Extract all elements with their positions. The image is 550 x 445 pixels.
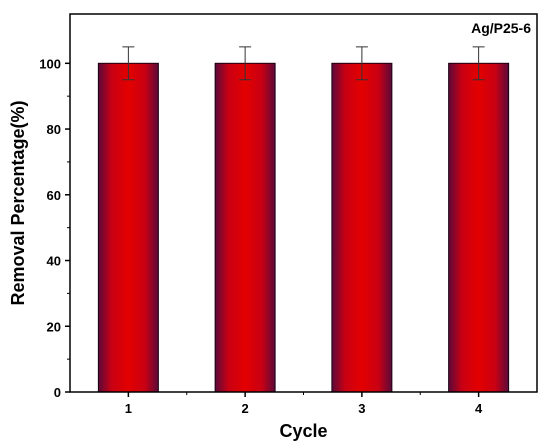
- x-axis: 1 2 3 4: [125, 392, 483, 416]
- y-axis-title: Removal Percentage(%): [8, 100, 28, 305]
- y-tick-label: 20: [47, 319, 61, 334]
- error-bar-cycle-3: [355, 46, 368, 81]
- x-axis-title: Cycle: [279, 421, 327, 441]
- y-tick-label: 100: [39, 56, 61, 71]
- bar-cycle-4: [448, 62, 510, 393]
- bar-cycle-3: [331, 62, 393, 393]
- y-tick-label: 0: [54, 385, 61, 400]
- error-bar-cycle-4: [472, 46, 485, 81]
- y-tick-label: 40: [47, 254, 61, 269]
- sample-label: Ag/P25-6: [471, 20, 531, 36]
- y-tick-label: 80: [47, 122, 61, 137]
- bars-layer: [97, 62, 510, 393]
- x-tick-label: 1: [125, 401, 132, 416]
- error-bar-cycle-2: [239, 46, 252, 81]
- error-bar-cycle-1: [122, 46, 135, 81]
- x-tick-label: 4: [475, 401, 483, 416]
- x-tick-label: 3: [358, 401, 365, 416]
- x-tick-label: 2: [242, 401, 249, 416]
- y-axis: 0 20 40 60 80 100: [39, 56, 70, 400]
- y-tick-label: 60: [47, 188, 61, 203]
- bar-cycle-2: [214, 62, 276, 393]
- bar-cycle-1: [97, 62, 159, 393]
- error-bars-layer: [122, 46, 485, 81]
